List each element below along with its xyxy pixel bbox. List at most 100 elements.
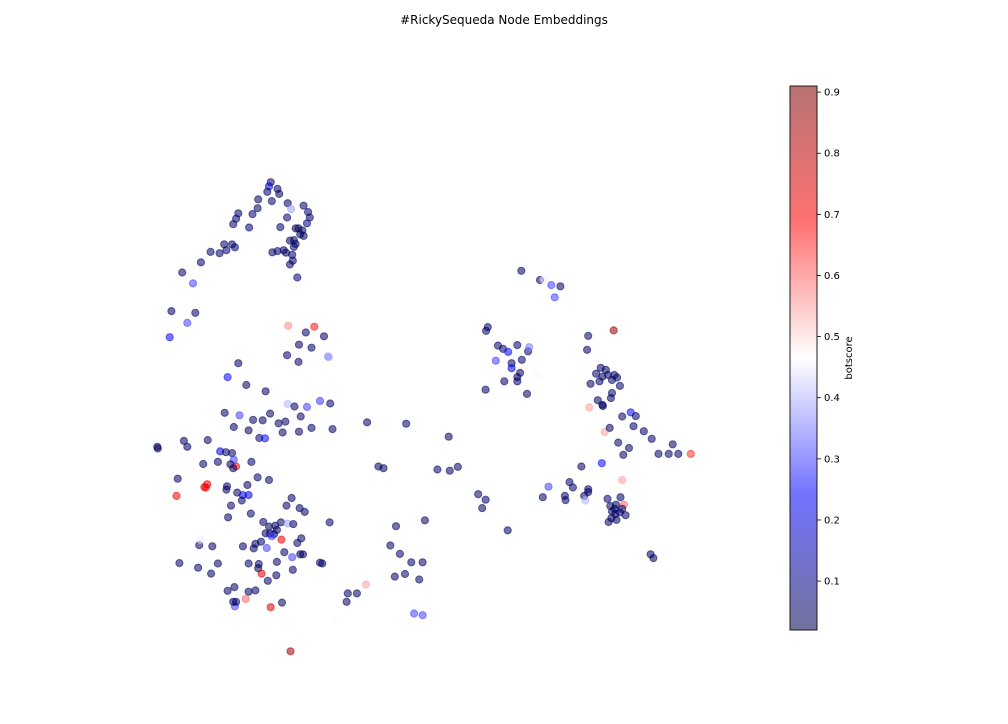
scatter-point xyxy=(581,496,590,505)
scatter-point xyxy=(410,609,419,618)
scatter-point xyxy=(584,331,593,340)
scatter-point xyxy=(206,247,215,256)
scatter-point xyxy=(363,418,372,427)
scatter-point xyxy=(275,189,284,198)
scatter-point xyxy=(325,518,334,527)
scatter-point xyxy=(329,615,338,624)
scatter-point xyxy=(263,187,272,196)
scatter-point xyxy=(318,559,327,568)
scatter-point xyxy=(302,402,312,411)
scatter-point xyxy=(290,402,299,411)
scatter-point xyxy=(249,415,258,424)
scatter-point xyxy=(257,569,266,578)
scatter-point xyxy=(300,507,309,516)
scatter-point xyxy=(267,532,276,541)
scatter-point xyxy=(283,213,292,222)
scatter-point xyxy=(598,400,607,409)
scatter-point xyxy=(213,559,222,568)
scatter-point xyxy=(621,511,630,520)
scatter-point xyxy=(230,583,239,592)
scatter-point xyxy=(244,587,253,596)
scatter-point xyxy=(245,223,254,232)
scatter-point xyxy=(624,443,634,453)
scatter-point xyxy=(261,387,270,396)
scatter-point xyxy=(605,423,614,432)
scatter-point xyxy=(407,558,416,567)
scatter-point xyxy=(539,275,549,284)
scatter-point xyxy=(248,210,257,219)
scatter-point xyxy=(262,543,271,553)
scatter-point xyxy=(418,558,427,567)
scatter-point xyxy=(478,504,487,513)
scatter-point xyxy=(395,549,404,559)
scatter-point xyxy=(420,516,429,525)
chart-title: #RickySequeda Node Embeddings xyxy=(400,13,608,27)
scatter-point xyxy=(560,491,570,500)
scatter-point xyxy=(583,345,592,354)
scatter-point xyxy=(474,490,483,499)
scatter-point xyxy=(402,419,411,428)
scatter-point xyxy=(596,363,605,372)
scatter-point xyxy=(229,422,238,432)
scatter-point xyxy=(550,293,559,302)
colorbar-ticks: 0.1 0.2 0.3 0.4 0.5 0.6 0.7 0.8 0.9 xyxy=(817,88,840,588)
scatter-point xyxy=(183,318,192,327)
scatter-point xyxy=(302,219,312,228)
scatter-point xyxy=(294,427,304,436)
scatter-point xyxy=(604,517,613,527)
scatter-point xyxy=(283,199,292,208)
scatter-point xyxy=(525,343,534,352)
scatter-point xyxy=(352,589,361,598)
scatter-point xyxy=(654,449,663,458)
scatter-point xyxy=(253,204,262,213)
scatter-point xyxy=(175,559,184,568)
scatter-point xyxy=(615,381,625,390)
scatter-point xyxy=(544,482,553,491)
scatter-point xyxy=(328,425,337,434)
colorbar-gradient xyxy=(789,85,818,631)
scatter-point xyxy=(258,416,267,425)
scatter-point xyxy=(264,475,274,485)
scatter-point xyxy=(278,428,287,437)
scatter-point xyxy=(296,412,305,421)
scatter-point xyxy=(415,575,424,584)
scatter-point xyxy=(618,412,627,421)
scatter-point xyxy=(619,450,628,459)
scatter-point xyxy=(618,475,627,485)
scatter-point xyxy=(612,515,621,525)
scatter-point xyxy=(281,417,290,426)
scatter-point xyxy=(235,411,244,420)
scatter-point xyxy=(319,332,329,341)
scatter-point xyxy=(444,432,453,441)
scatter-point xyxy=(664,449,673,458)
colorbar-tick-label: 0.3 xyxy=(824,454,840,465)
scatter-point xyxy=(167,307,176,316)
scatter-point xyxy=(310,322,319,331)
scatter-point xyxy=(287,493,296,503)
scatter-point xyxy=(224,513,233,522)
colorbar-tick-label: 0.4 xyxy=(824,393,840,404)
scatter-point xyxy=(597,459,606,468)
scatter-point xyxy=(201,483,211,492)
scatter-point xyxy=(445,466,454,475)
scatter-point xyxy=(272,571,281,580)
scatter-point xyxy=(153,444,162,453)
scatter-point xyxy=(614,438,623,447)
scatter-point xyxy=(228,449,237,458)
colorbar-tick-label: 0.6 xyxy=(824,271,840,282)
scatter-point xyxy=(247,457,256,466)
scatter-point xyxy=(418,611,427,620)
scatter-point xyxy=(323,352,332,361)
scatter-point xyxy=(293,538,302,548)
scatter-point xyxy=(606,394,616,403)
scatter-point xyxy=(229,464,238,473)
scatter-point xyxy=(267,197,276,206)
scatter-point xyxy=(516,368,525,377)
scatter-point xyxy=(538,493,547,502)
scatter-point xyxy=(165,333,174,342)
scatter-point xyxy=(280,548,289,557)
scatter-point xyxy=(289,520,298,529)
scatter-point xyxy=(191,308,200,317)
scatter-point xyxy=(223,373,232,382)
